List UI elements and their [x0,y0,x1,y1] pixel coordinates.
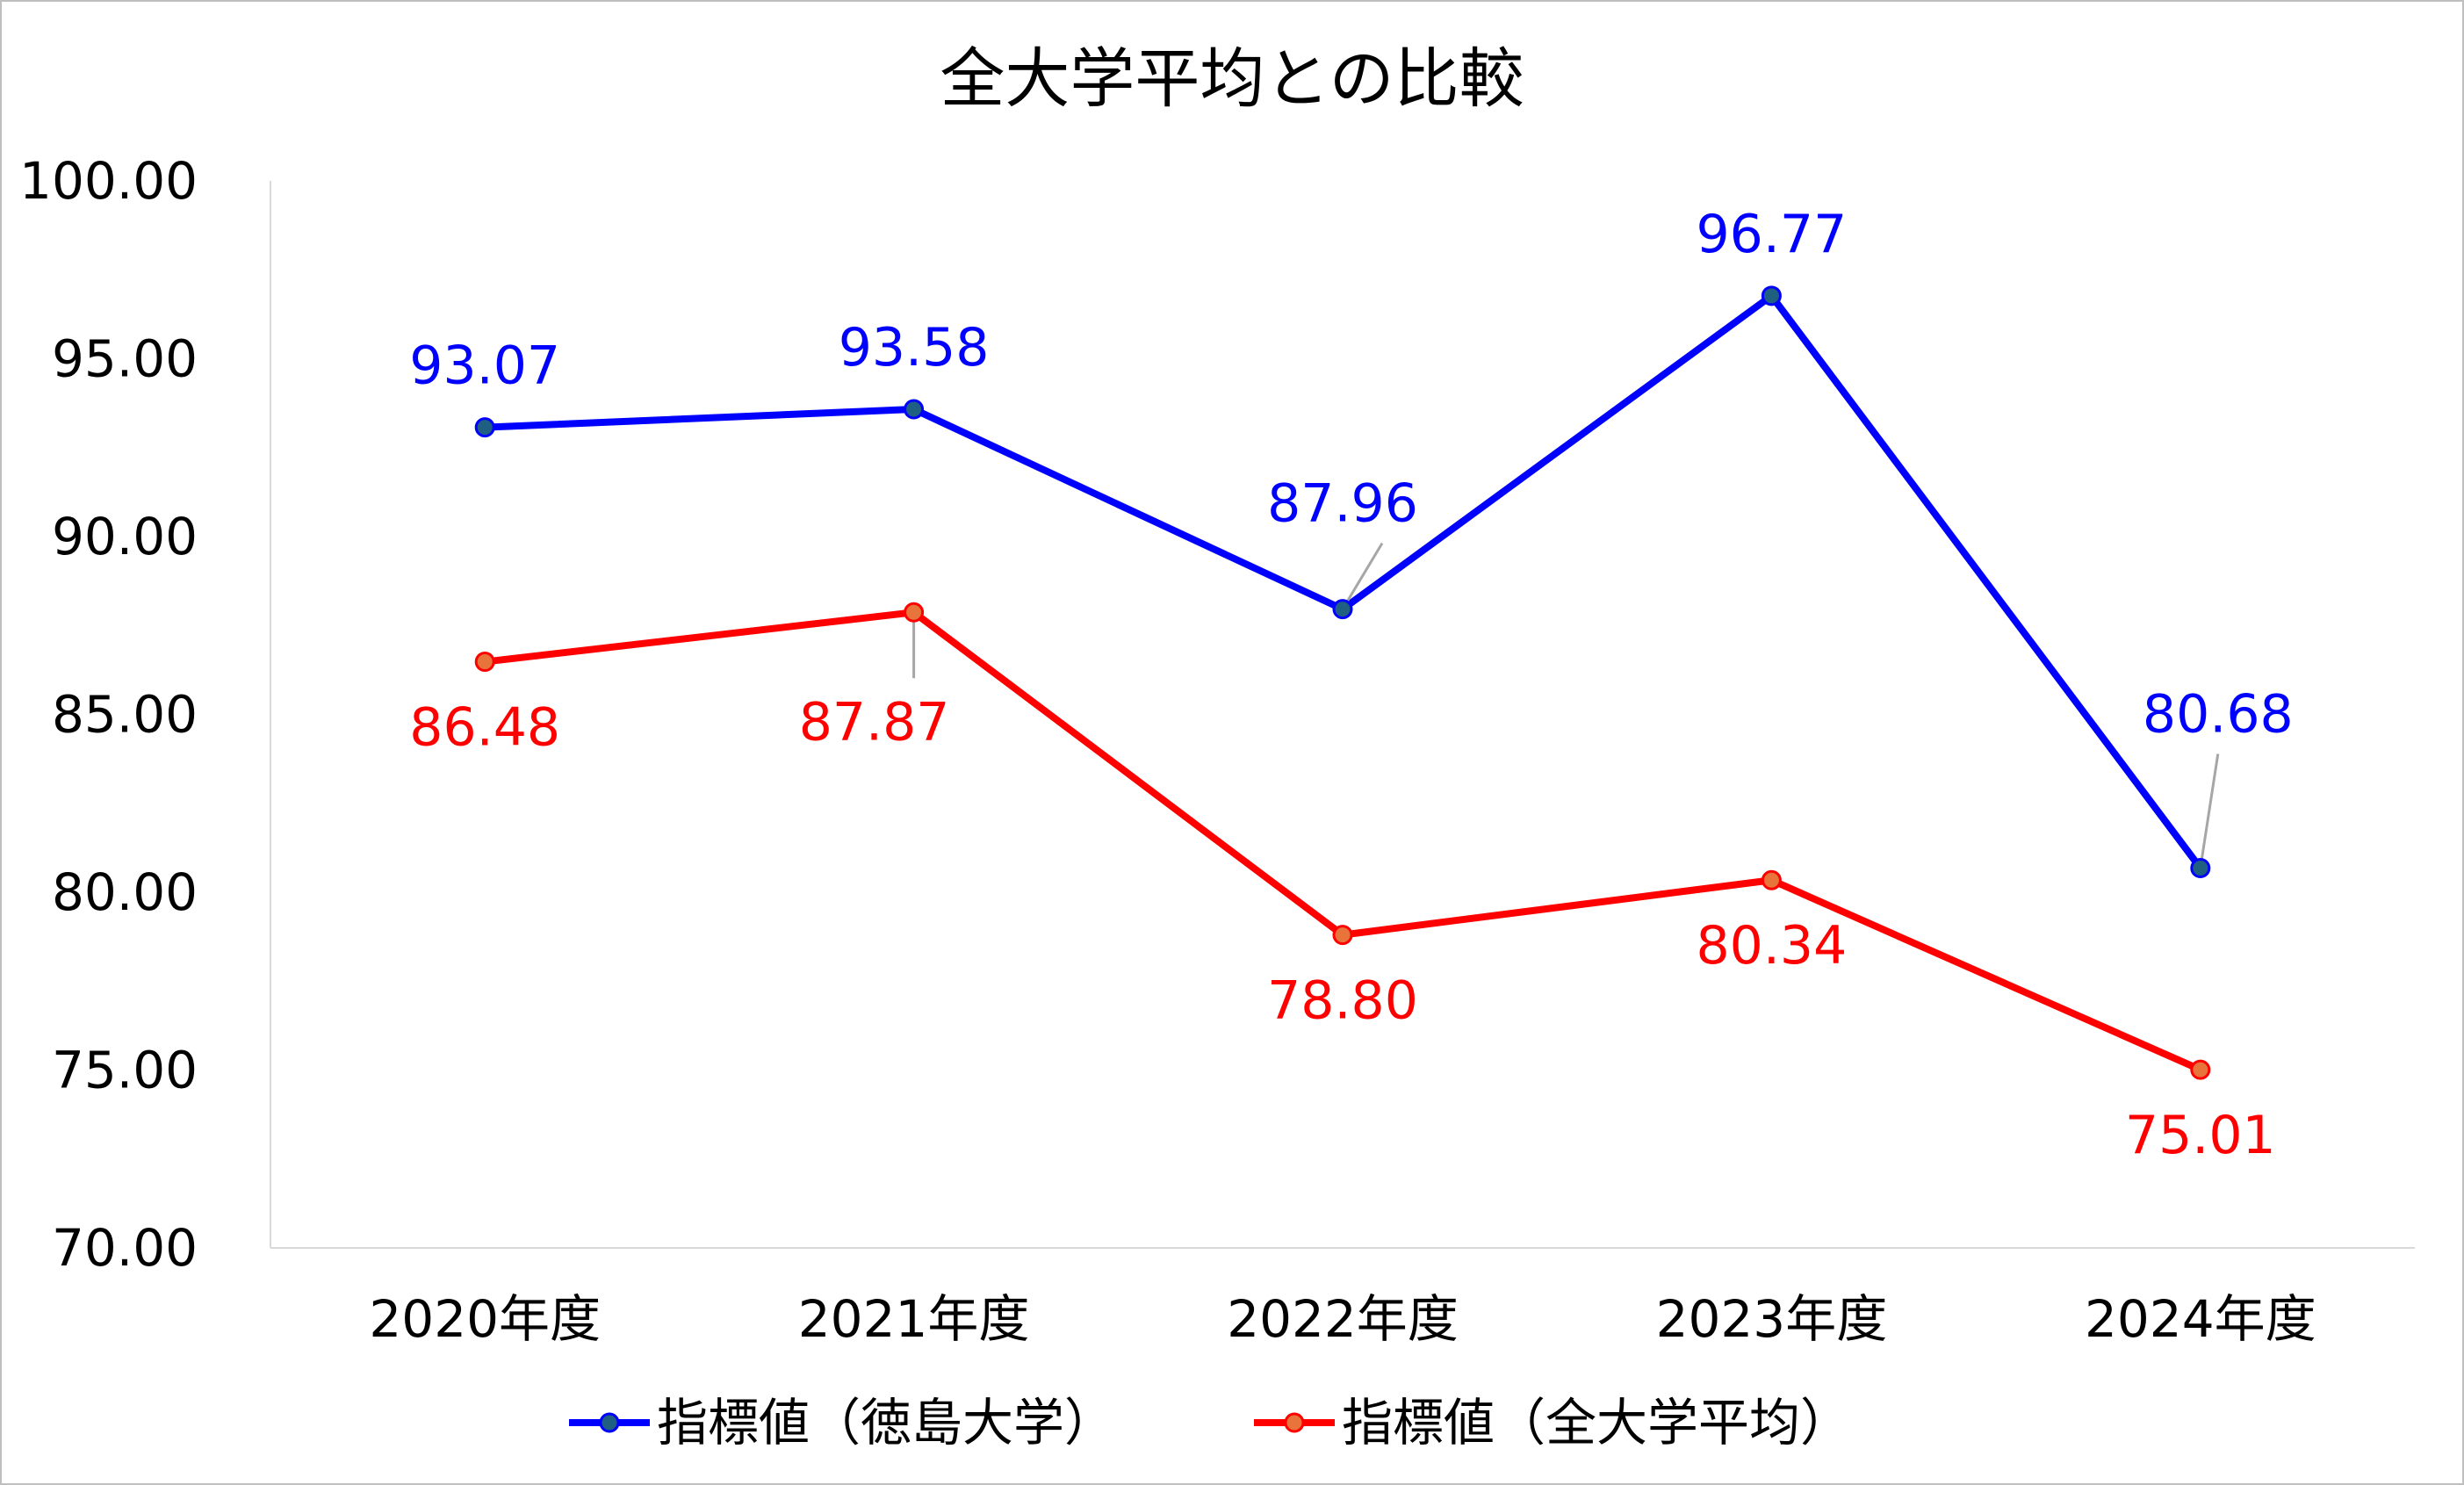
series-line [485,292,2204,870]
data-point [2190,1059,2211,1080]
y-tick-label: 70.00 [52,1218,198,1278]
data-label: 80.34 [1697,915,1848,977]
leader-line [2199,753,2220,869]
x-tick-label: 2022年度 [1227,1289,1459,1349]
y-tick-label: 75.00 [52,1041,198,1100]
data-label: 87.87 [799,691,950,753]
data-label: 80.68 [2143,683,2294,745]
legend-item-0[interactable]: 指標値（徳島大学） [569,1393,1115,1453]
data-label: 93.58 [839,317,990,378]
data-label: 75.01 [2125,1105,2276,1166]
data-point [474,417,495,438]
y-tick-label: 100.00 [19,151,198,211]
data-label: 93.07 [409,335,560,397]
data-point [1761,285,1782,306]
x-tick-label: 2024年度 [2085,1289,2316,1349]
legend-label: 指標値（全大学平均） [1342,1393,1851,1453]
legend-label: 指標値（徳島大学） [657,1393,1115,1453]
data-label: 96.77 [1697,204,1848,265]
chart-title: 全大学平均との比較 [940,41,1524,117]
data-label: 86.48 [409,697,560,759]
x-tick-label: 2021年度 [798,1289,1030,1349]
data-point [1332,925,1353,946]
data-point [1761,869,1782,890]
x-tick-label: 2020年度 [369,1289,601,1349]
y-tick-label: 85.00 [52,685,198,745]
series-1: 86.48 87.87 78.80 80.34 75.01 [409,602,2276,1166]
y-tick-label: 90.00 [52,507,198,566]
y-tick-label: 80.00 [52,862,198,922]
y-tick-label: 95.00 [52,329,198,389]
data-point [2190,857,2211,878]
series-0: 93.07 93.58 87.96 96.77 80.68 [409,204,2294,878]
legend-marker-icon [1284,1412,1305,1433]
leader-line [1341,542,1384,610]
data-label: 78.80 [1267,970,1418,1032]
x-tick-label: 2023年度 [1656,1289,1888,1349]
data-point [1332,599,1353,620]
legend-marker-icon [599,1412,620,1433]
data-point [474,652,495,673]
data-label: 87.96 [1267,473,1418,535]
legend-item-1[interactable]: 指標値（全大学平均） [1254,1393,1851,1453]
data-point [904,399,925,420]
data-point [904,602,925,623]
